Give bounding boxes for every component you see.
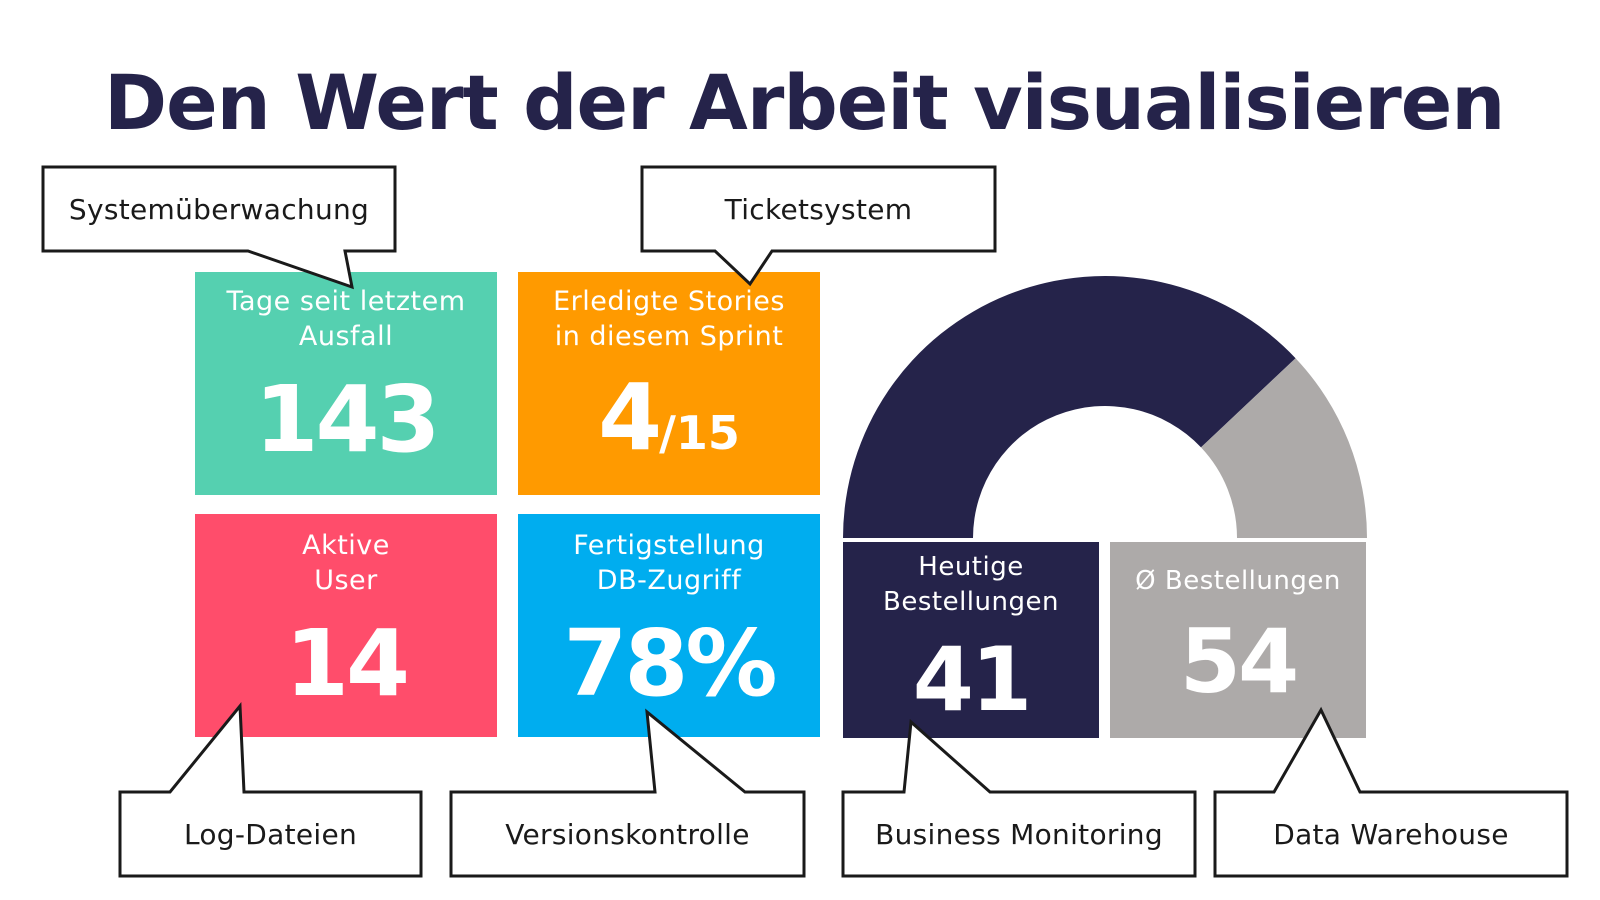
tile-average-orders: Ø Bestellungen 54 (1110, 542, 1366, 738)
orders-gauge (843, 275, 1367, 538)
tile-label: Tage seit letztem Ausfall (226, 286, 466, 352)
tile-label: Aktive User (302, 530, 390, 596)
callout-label-warehouse: Data Warehouse (1273, 818, 1509, 851)
tile-value: 14 (284, 610, 410, 717)
tile-active-users: Aktive User 14 (195, 514, 497, 737)
tile-label: Heutige Bestellungen (883, 552, 1059, 617)
gauge-segment-today (843, 275, 1296, 538)
tile-todays-orders: Heutige Bestellungen 41 (843, 542, 1099, 738)
tile-value: 143 (254, 366, 440, 473)
gauge-segment-average-rest (1201, 358, 1367, 538)
tile-label: Fertigstellung DB-Zugriff (573, 530, 765, 596)
callout-label-business: Business Monitoring (875, 818, 1163, 851)
tile-value: 4/15 (518, 372, 820, 464)
callout-label-tickets: Ticketsystem (724, 193, 913, 226)
stories-total: /15 (659, 406, 740, 460)
callout-label-vcs: Versionskontrolle (505, 818, 750, 851)
callout-label-monitoring: Systemüberwachung (68, 193, 370, 226)
tile-db-access-completion: Fertigstellung DB-Zugriff 78% (518, 514, 820, 737)
page-title: Den Wert der Arbeit visualisieren (104, 58, 1505, 147)
tile-label: Erledigte Stories in diesem Sprint (553, 286, 785, 352)
callout-bubble-business (841, 718, 1197, 878)
tile-days-since-outage: Tage seit letztem Ausfall 143 (195, 272, 497, 495)
tile-value: 41 (912, 628, 1032, 731)
callout-label-logs: Log-Dateien (183, 818, 358, 851)
tile-value: 54 (1179, 610, 1299, 713)
tile-value: 78% (563, 610, 777, 717)
tile-completed-stories: Erledigte Stories in diesem Sprint 4/15 (518, 272, 820, 495)
stories-done: 4 (598, 364, 662, 471)
callout-bubble-monitoring (41, 165, 397, 290)
tile-label: Ø Bestellungen (1135, 566, 1341, 596)
